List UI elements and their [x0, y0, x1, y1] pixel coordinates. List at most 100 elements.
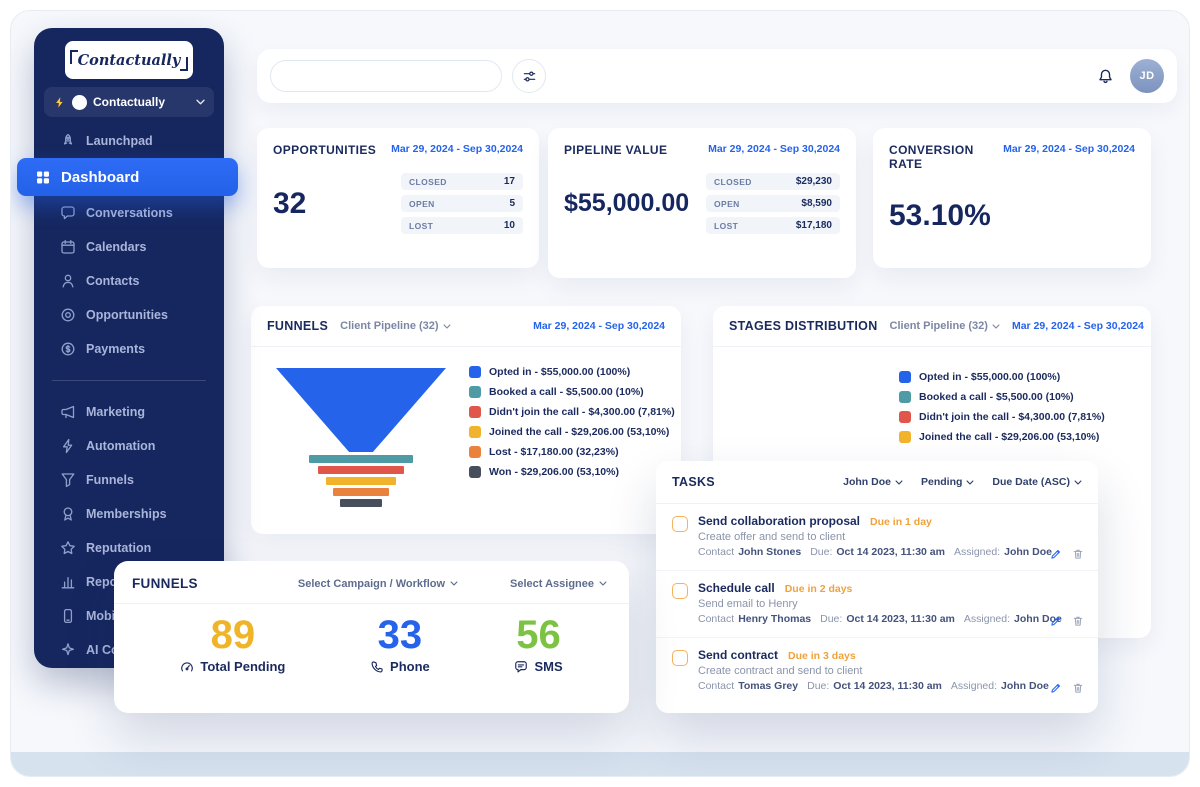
search-input[interactable] [270, 60, 502, 92]
chat-icon [60, 205, 76, 221]
sidebar-item-memberships[interactable]: Memberships [34, 497, 224, 531]
status-filter-dropdown[interactable]: Pending [921, 476, 974, 488]
workspace-name: Contactually [93, 95, 166, 109]
delete-task-button[interactable] [1072, 682, 1084, 694]
sidebar-item-opportunities[interactable]: Opportunities [34, 298, 224, 332]
sidebar-item-launchpad[interactable]: Launchpad [34, 124, 224, 158]
opportunities-breakdown: CLOSED 17 OPEN 5 LOST 10 [401, 173, 523, 234]
sidebar-item-conversations[interactable]: Conversations [34, 196, 224, 230]
filter-button[interactable] [512, 59, 546, 93]
mobile-icon [60, 608, 76, 624]
sms-value: 56 [516, 613, 561, 657]
sidebar-item-contacts[interactable]: Contacts [34, 264, 224, 298]
sidebar-item-label: Dashboard [61, 168, 140, 186]
workspace-switcher[interactable]: Contactually [44, 87, 214, 117]
logo: Contactually [65, 41, 193, 79]
task-checkbox[interactable] [672, 650, 688, 666]
card-title: FUNNELS [267, 319, 329, 333]
pipeline-value: $55,000.00 [564, 189, 690, 217]
trash-icon [1072, 548, 1084, 560]
pending-gauge-icon [180, 660, 194, 674]
funnel-legend: Opted in - $55,000.00 (100%) Booked a ca… [469, 362, 675, 507]
topbar-right: JD [1097, 59, 1164, 93]
tasks-filters: John Doe Pending Due Date (ASC) [843, 476, 1082, 488]
sidebar-item-payments[interactable]: Payments [34, 332, 224, 366]
task-row: Send contract Due in 3 days Create contr… [656, 638, 1098, 704]
sms-stat: 56 SMS [515, 613, 563, 674]
table-row: OPEN $8,590 [706, 195, 840, 212]
sidebar-item-calendars[interactable]: Calendars [34, 230, 224, 264]
notifications-button[interactable] [1097, 68, 1114, 85]
task-checkbox[interactable] [672, 516, 688, 532]
edit-task-button[interactable] [1050, 615, 1062, 627]
payments-icon [60, 341, 76, 357]
phone-value: 33 [377, 613, 423, 657]
legend-item: Didn't join the call - $4,300.00 (7,81%) [899, 411, 1137, 423]
chevron-down-icon [992, 323, 1000, 329]
funnel-stage-booked-a-call [309, 455, 413, 463]
funnel-stage-didnt-join [318, 466, 404, 474]
assignee-filter-dropdown[interactable]: John Doe [843, 476, 903, 488]
legend-item: Opted in - $55,000.00 (100%) [899, 371, 1137, 383]
sidebar: Contactually Contactually Launchpad [17, 28, 238, 668]
sidebar-item-dashboard[interactable]: Dashboard [17, 158, 238, 196]
sidebar-item-label: Opportunities [86, 308, 168, 322]
task-meta: Contact Tomas Grey Due: Oct 14 2023, 11:… [698, 680, 1049, 692]
legend-swatch [899, 371, 911, 383]
sidebar-item-label: Launchpad [86, 134, 153, 148]
tasks-card: TASKS John Doe Pending Due Date (ASC) [656, 461, 1098, 713]
task-due-badge: Due in 1 day [870, 516, 932, 528]
legend-item: Joined the call - $29,206.00 (53,10%) [469, 426, 675, 438]
sidebar-item-funnels[interactable]: Funnels [34, 463, 224, 497]
task-meta: Contact John Stones Due: Oct 14 2023, 11… [698, 546, 1052, 558]
pipeline-filter-dropdown[interactable]: Client Pipeline (32) [340, 320, 451, 332]
total-pending-stat: 89 Total Pending [180, 612, 285, 674]
legend-item: Didn't join the call - $4,300.00 (7,81%) [469, 406, 675, 418]
task-title: Send collaboration proposal [698, 514, 861, 528]
bottom-strip [11, 752, 1189, 776]
task-due-badge: Due in 3 days [788, 650, 856, 662]
legend-swatch [469, 366, 481, 378]
bell-icon [1097, 68, 1114, 85]
sidebar-item-label: Conversations [86, 206, 173, 220]
pipeline-filter-dropdown[interactable]: Client Pipeline (32) [890, 320, 1000, 332]
card-title: CONVERSION RATE [889, 143, 974, 171]
card-title: TASKS [672, 475, 715, 489]
task-checkbox[interactable] [672, 583, 688, 599]
legend-item: Booked a call - $5,500.00 (10%) [899, 391, 1137, 403]
chevron-down-icon [599, 581, 607, 586]
funnels-summary-card: FUNNELS Select Campaign / Workflow Selec… [114, 561, 629, 713]
sidebar-item-automation[interactable]: Automation [34, 429, 224, 463]
chevron-down-icon [1074, 479, 1082, 485]
task-description: Create offer and send to client [698, 531, 846, 543]
target-icon [60, 307, 76, 323]
sidebar-item-marketing[interactable]: Marketing [34, 395, 224, 429]
workspace-avatar [72, 94, 87, 110]
edit-task-button[interactable] [1050, 682, 1062, 694]
task-title: Send contract [698, 648, 779, 662]
card-title: PIPELINE VALUE [564, 143, 668, 157]
edit-task-button[interactable] [1050, 548, 1062, 560]
sidebar-item-reputation[interactable]: Reputation [34, 531, 224, 565]
avatar[interactable]: JD [1130, 59, 1164, 93]
dashboard-grid-icon [35, 169, 51, 185]
conversion-rate-card: CONVERSION RATE Mar 29, 2024 - Sep 30,20… [873, 128, 1151, 268]
assignee-select[interactable]: Select Assignee [510, 578, 607, 590]
legend-item: Opted in - $55,000.00 (100%) [469, 366, 675, 378]
logo-text: Contactually [69, 49, 189, 71]
table-row: LOST 10 [401, 217, 523, 234]
sidebar-divider [52, 380, 206, 381]
megaphone-icon [60, 404, 76, 420]
table-row: LOST $17,180 [706, 217, 840, 234]
sidebar-item-label: Automation [86, 439, 156, 453]
campaign-workflow-select[interactable]: Select Campaign / Workflow [298, 578, 458, 590]
sidebar-menu: Launchpad Dashboard Conversations Calend… [17, 124, 238, 667]
delete-task-button[interactable] [1072, 615, 1084, 627]
automation-bolt-icon [60, 438, 76, 454]
funnel-stage-joined [326, 477, 396, 485]
chevron-down-icon [196, 99, 205, 105]
delete-task-button[interactable] [1072, 548, 1084, 560]
sort-filter-dropdown[interactable]: Due Date (ASC) [992, 476, 1082, 488]
chevron-down-icon [443, 323, 451, 329]
contacts-icon [60, 273, 76, 289]
